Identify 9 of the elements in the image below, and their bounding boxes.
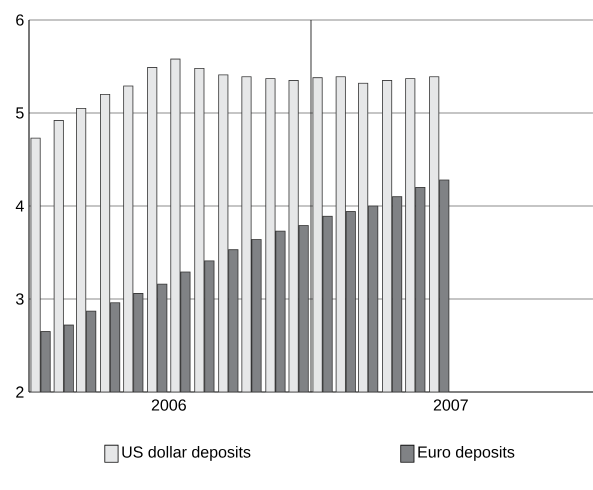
y-tick-label: 6	[16, 14, 24, 26]
x-tick-label: 2006	[152, 399, 186, 411]
legend-label: Euro deposits	[418, 446, 514, 461]
legend-label: US dollar deposits	[122, 446, 250, 461]
x-tick-label: 2007	[434, 399, 468, 411]
y-tick-label: 3	[16, 293, 24, 305]
y-tick-label: 4	[16, 200, 24, 212]
y-tick-label: 2	[16, 386, 24, 398]
y-tick-label: 5	[16, 107, 24, 119]
